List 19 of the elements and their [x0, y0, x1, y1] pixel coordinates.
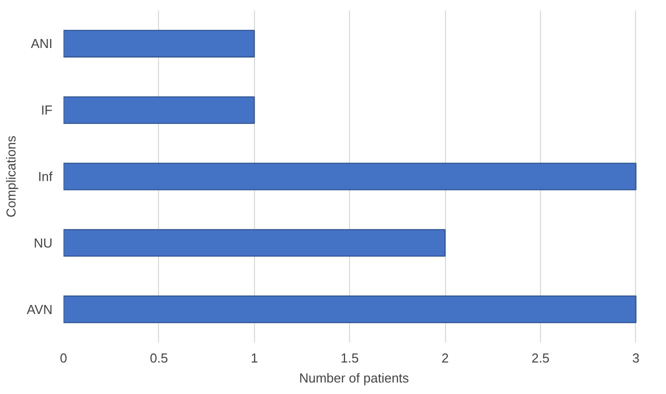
x-axis-title: Number of patients	[299, 370, 410, 386]
x-tick-label: 3	[632, 350, 640, 366]
bar	[64, 96, 255, 124]
bar	[64, 162, 636, 190]
bar	[64, 229, 446, 257]
x-tick-label: 1.5	[340, 350, 359, 366]
bar	[64, 30, 255, 58]
x-tick-label: 2	[441, 350, 449, 366]
y-tick-label: Inf	[38, 169, 53, 184]
y-axis-title: Complications	[4, 135, 19, 218]
x-tick-label: 0.5	[150, 350, 168, 366]
bar	[64, 296, 636, 324]
y-tick-label: ANI	[30, 36, 52, 52]
x-tick-label: 1	[250, 350, 258, 366]
y-tick-label: IF	[40, 102, 53, 118]
y-tick-label: NU	[34, 235, 53, 250]
x-tick-label: 0	[60, 350, 68, 366]
x-tick-label: 2.5	[531, 350, 550, 366]
y-tick-label: AVN	[26, 302, 52, 317]
